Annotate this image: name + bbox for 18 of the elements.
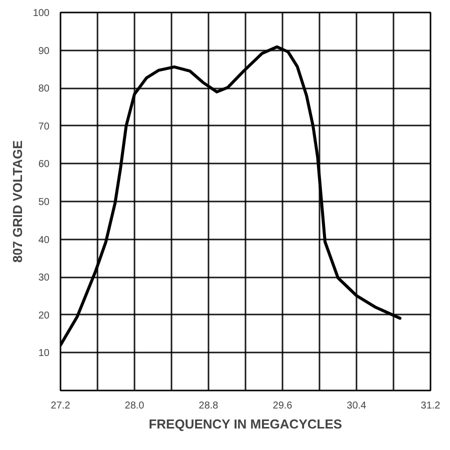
y-tick-label: 50 bbox=[38, 197, 50, 208]
y-tick-label: 30 bbox=[38, 272, 50, 284]
x-tick-label: 28.8 bbox=[198, 400, 219, 412]
y-tick-label: 60 bbox=[38, 159, 50, 170]
y-tick-label: 80 bbox=[38, 84, 50, 95]
y-tick-label: 20 bbox=[38, 310, 50, 322]
x-tick-label: 31.2 bbox=[420, 400, 441, 412]
y-axis-title: 807 GRID VOLTAGE bbox=[10, 140, 25, 263]
y-tick-label: 90 bbox=[38, 46, 50, 57]
y-tick-label: 100 bbox=[32, 8, 50, 19]
x-tick-label: 27.2 bbox=[50, 400, 71, 412]
x-tick-label: 29.6 bbox=[272, 400, 293, 412]
y-tick-label: 10 bbox=[38, 348, 50, 360]
y-tick-label: 70 bbox=[38, 121, 50, 132]
x-axis-title: FREQUENCY IN MEGACYCLES bbox=[148, 416, 342, 432]
y-tick-label: 40 bbox=[38, 234, 50, 246]
x-tick-label: 30.4 bbox=[346, 400, 367, 412]
x-tick-label: 28.0 bbox=[124, 400, 145, 412]
